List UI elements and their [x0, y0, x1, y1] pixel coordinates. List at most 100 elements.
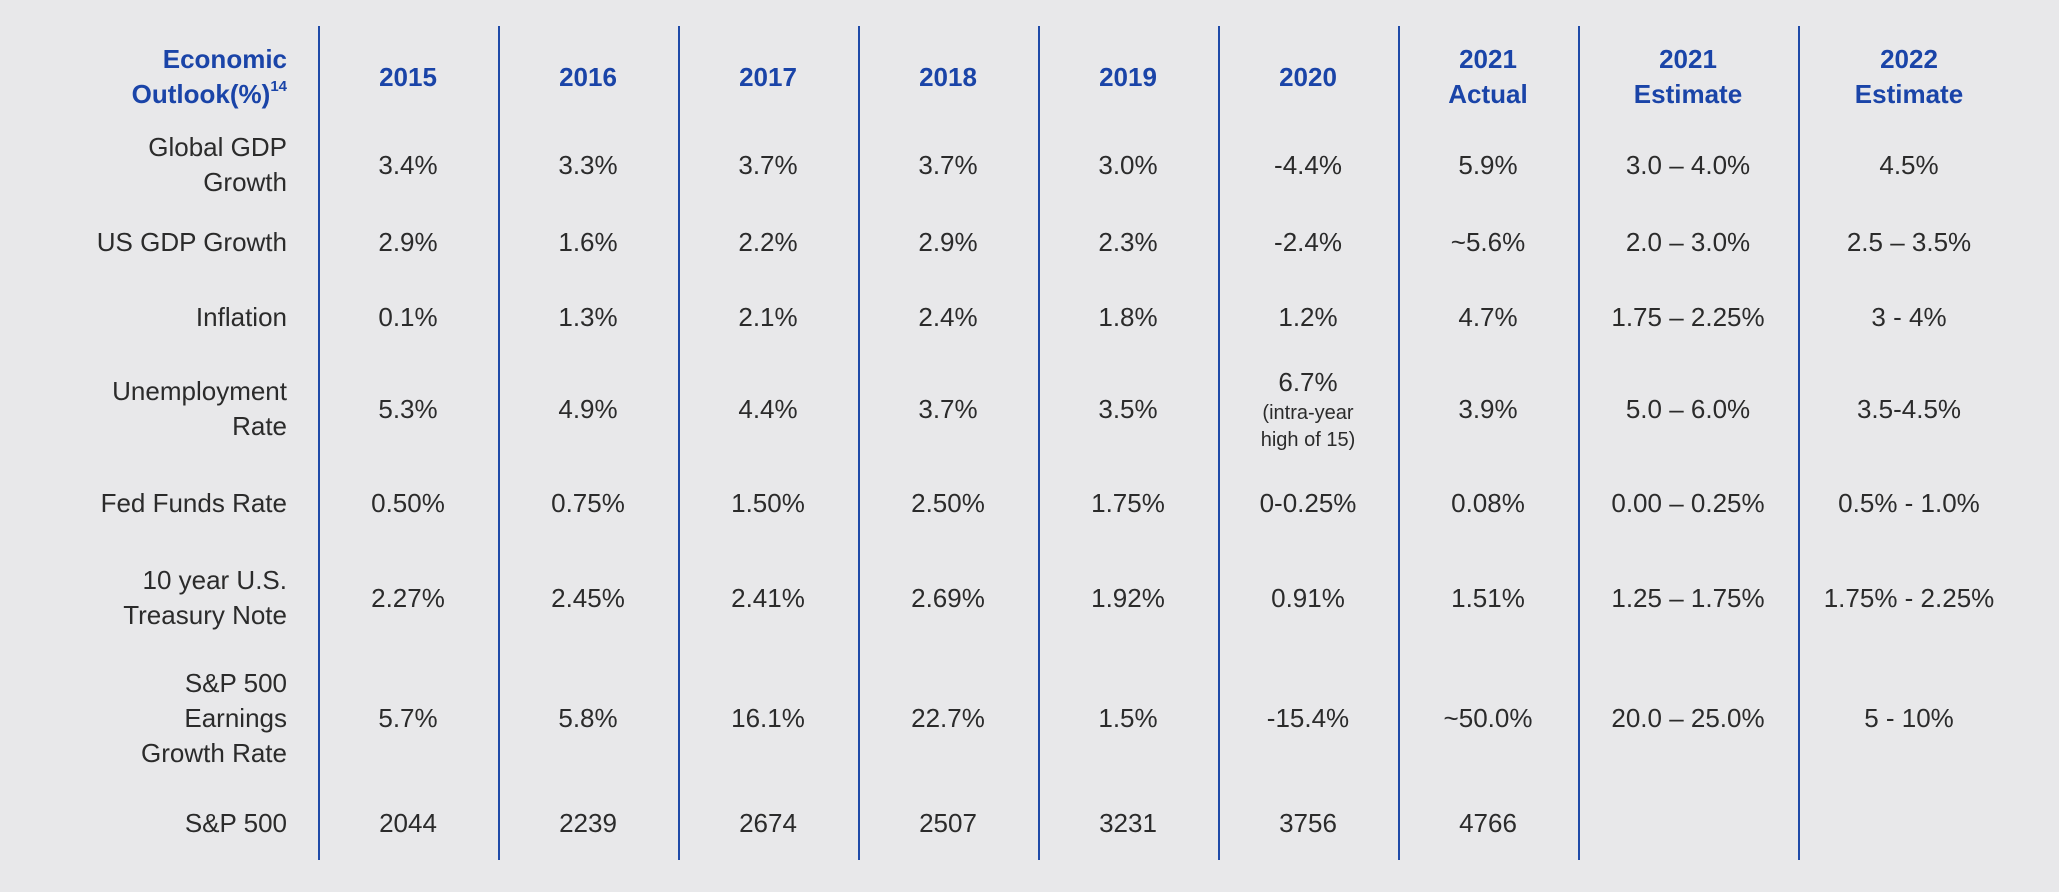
column-divider	[1218, 26, 1220, 860]
table-cell: 3.7%	[738, 149, 798, 180]
column-divider	[1798, 26, 1800, 860]
table-cell: 1.5%	[1098, 702, 1158, 733]
table-cell: 5.9%	[1458, 149, 1518, 180]
column-divider	[1038, 26, 1040, 860]
table-cell: 2.27%	[371, 582, 445, 613]
table-cell: 20.0 – 25.0%	[1611, 702, 1765, 733]
column-divider	[318, 26, 320, 860]
table-cell	[1578, 790, 1798, 856]
column-header-2016: 2016	[559, 61, 617, 92]
table-cell: 22.7%	[911, 702, 985, 733]
header-label: Economic Outlook(%)14	[40, 36, 287, 118]
column-header-2021-actual: 2021 Actual	[1448, 44, 1528, 109]
table-cell: ~5.6%	[1450, 226, 1526, 257]
column-header-2020: 2020	[1279, 61, 1337, 92]
table-cell: 5.7%	[378, 702, 438, 733]
table-cell: 5.0 – 6.0%	[1625, 393, 1751, 424]
table-cell: 2507	[919, 807, 977, 838]
footnote-marker: 14	[270, 78, 287, 96]
row-label-inflation: Inflation	[195, 301, 287, 332]
table-cell: 2.45%	[551, 582, 625, 613]
cell-value: 6.7%	[1278, 366, 1338, 397]
column-divider	[858, 26, 860, 860]
table-cell: 0-0.25%	[1259, 487, 1357, 518]
table-cell: 3231	[1099, 807, 1157, 838]
column-header-2022-estimate: 2022 Estimate	[1854, 44, 1964, 109]
table-cell: 3.0 – 4.0%	[1625, 149, 1751, 180]
table-cell: 1.2%	[1278, 301, 1338, 332]
row-label-sandp-500-earnings-growth-rate: S&P 500 Earnings Growth Rate	[141, 667, 287, 768]
column-header-2021-estimate: 2021 Estimate	[1633, 44, 1743, 109]
header-label-text: Economic Outlook(%)14	[131, 44, 287, 109]
table-cell: -2.4%	[1274, 226, 1342, 257]
row-label-10-year-u-s-treasury-note: 10 year U.S. Treasury Note	[123, 565, 287, 630]
table-cell: 3.9%	[1458, 393, 1518, 424]
table-cell: 5.3%	[378, 393, 438, 424]
table-cell: 0.75%	[551, 487, 625, 518]
table-cell: 3.5-4.5%	[1856, 393, 1962, 424]
table-cell: 3.7%	[918, 393, 978, 424]
table-cell: 3.5%	[1098, 393, 1158, 424]
table-cell: 0.00 – 0.25%	[1611, 487, 1765, 518]
table-cell: 3.7%	[918, 149, 978, 180]
table-cell: 0.50%	[371, 487, 445, 518]
table-cell: 0.1%	[378, 301, 438, 332]
table-cell: 1.75 – 2.25%	[1611, 301, 1765, 332]
column-divider	[1398, 26, 1400, 860]
column-divider	[498, 26, 500, 860]
table-cell: 1.8%	[1098, 301, 1158, 332]
table-cell: 2.50%	[911, 487, 985, 518]
table-cell: 3 - 4%	[1871, 301, 1947, 332]
table-cell: 2.69%	[911, 582, 985, 613]
table-cell: 3.3%	[558, 149, 618, 180]
table-cell: 2.5 – 3.5%	[1846, 226, 1972, 257]
table-cell: 2674	[739, 807, 797, 838]
column-header-2017: 2017	[739, 61, 797, 92]
table-cell: 4766	[1459, 807, 1517, 838]
column-divider	[678, 26, 680, 860]
row-label-sandp-500: S&P 500	[184, 807, 287, 838]
table-cell: 2.3%	[1098, 226, 1158, 257]
table-cell: 2.4%	[918, 301, 978, 332]
table-cell: 1.25 – 1.75%	[1611, 582, 1765, 613]
table-cell: 4.5%	[1879, 149, 1939, 180]
table-cell: 2.0 – 3.0%	[1625, 226, 1751, 257]
table-cell: 6.7% (intra-year high of 15)	[1218, 362, 1398, 456]
column-header-2015: 2015	[379, 61, 437, 92]
table-cell: 1.51%	[1451, 582, 1525, 613]
table-cell: 2.41%	[731, 582, 805, 613]
table-cell: ~50.0%	[1443, 702, 1533, 733]
table-cell: 0.5% - 1.0%	[1838, 487, 1980, 518]
table-cell: 2.9%	[918, 226, 978, 257]
row-label-us-gdp-growth: US GDP Growth	[96, 226, 287, 257]
table-cell: 3.0%	[1098, 149, 1158, 180]
row-label-global-gdp-growth: Global GDP Growth	[148, 132, 287, 197]
table-cell: 2.1%	[738, 301, 798, 332]
table-cell: 3.4%	[378, 149, 438, 180]
table-cell: 2.2%	[738, 226, 798, 257]
cell-note: (intra-year high of 15)	[1260, 401, 1356, 451]
table-cell	[1798, 790, 2020, 856]
table-cell: 0.91%	[1271, 582, 1345, 613]
column-header-2018: 2018	[919, 61, 977, 92]
column-header-2019: 2019	[1099, 61, 1157, 92]
table-cell: 4.4%	[738, 393, 798, 424]
table-cell: 2044	[379, 807, 437, 838]
table-cell: 1.3%	[558, 301, 618, 332]
table-cell: 2239	[559, 807, 617, 838]
table-cell: 5.8%	[558, 702, 618, 733]
table-cell: 1.75%	[1091, 487, 1165, 518]
table-cell: 4.9%	[558, 393, 618, 424]
table-cell: 1.75% - 2.25%	[1823, 582, 1995, 613]
table-cell: 1.50%	[731, 487, 805, 518]
row-label-fed-funds-rate: Fed Funds Rate	[100, 487, 287, 518]
table-cell: -15.4%	[1266, 702, 1350, 733]
table-cell: 3756	[1279, 807, 1337, 838]
table-cell: 2.9%	[378, 226, 438, 257]
table-cell: -4.4%	[1274, 149, 1342, 180]
table-cell: 16.1%	[731, 702, 805, 733]
column-divider	[1578, 26, 1580, 860]
table-cell: 4.7%	[1458, 301, 1518, 332]
table-cell: 5 - 10%	[1864, 702, 1954, 733]
